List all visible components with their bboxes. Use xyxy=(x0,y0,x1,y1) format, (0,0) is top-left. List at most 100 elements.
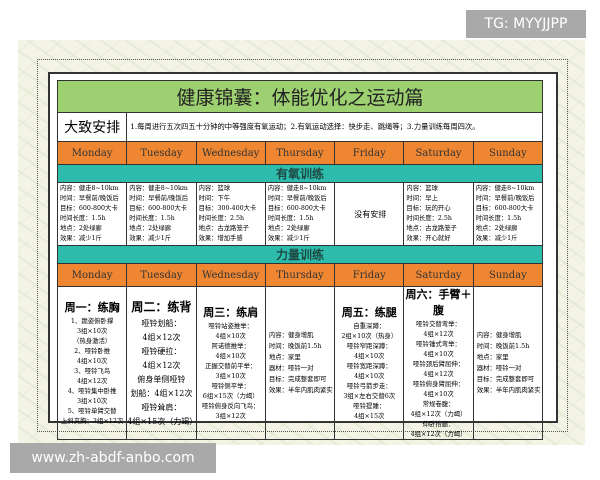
strength-line: 内容：健身增肌 xyxy=(268,331,314,339)
strength-cell-tuesday: 周二：练背哑铃划船： 4组×12次 哑铃硬拉： 4组×12次 俯身单侧哑铃 划船：4组×1… xyxy=(126,286,198,440)
strength-line: 哑铃交替弯举： xyxy=(416,320,461,328)
cardio-line: 效果：减少1斤 xyxy=(129,235,172,242)
exercise-schedule-table: 健康锦囊：体能优化之运动篇 大致安排 1.每周进行五次四五十分钟的中等强度有氧运… xyxy=(56,80,544,440)
cardio-line: 效果：开心就好 xyxy=(406,235,451,242)
strength-line: 哑铃弓箭步走： xyxy=(346,382,392,390)
strength-cell-wednesday: 周三：练肩哑铃站姿推举： 4组×10次 阿诺德推举： 4组×10次正握交替前平举： 3组… xyxy=(195,286,266,440)
cardio-line: 地点：古龙路笼子 xyxy=(198,225,249,232)
day-header-saturday: Saturday xyxy=(403,263,474,287)
day-header-tuesday: Tuesday xyxy=(126,263,197,287)
cardio-row: 内容：健走8~10km 时间：早餐前/晚饭后 目标：600-800大卡 时间长度：1.… xyxy=(56,182,544,246)
strength-heading: 周二：练背 xyxy=(131,300,192,314)
strength-line: 哑铃提踵： xyxy=(353,402,386,410)
strength-line: 6组×15次（力竭） xyxy=(202,392,259,400)
cardio-line: 内容：健走8~10km xyxy=(475,185,535,192)
strength-section-label: 力量训练 xyxy=(57,245,543,264)
strength-line: 划船：4组×12次 xyxy=(130,389,193,398)
strength-line: 哑铃俯身反向飞鸟： xyxy=(201,402,260,410)
cardio-line: 内容：篮球 xyxy=(406,185,438,192)
strength-line: 4组×12次 xyxy=(142,361,181,370)
strength-line: 2、哑铃卧推 xyxy=(74,347,111,355)
strength-line: 地点：家里 xyxy=(476,353,509,361)
cardio-cell-wednesday: 内容：篮球 时间：下午 目标：300-400大卡 时间长度：2.5h 地点：古龙路笼子效… xyxy=(195,182,266,246)
day-header-friday: Friday xyxy=(334,141,405,165)
strength-line: 3组×左右交替6次 xyxy=(343,392,396,400)
cardio-line: 时间：早上 xyxy=(406,195,438,202)
day-header-row-strength: Monday Tuesday Wednesday Thursday Friday Satu… xyxy=(56,263,544,287)
strength-line: 常规卷腹： xyxy=(422,400,455,408)
day-header-wednesday: Wednesday xyxy=(195,141,266,165)
cardio-cell-tuesday: 内容：健走8~10km 时间：早餐前/晚饭后 目标：600-800大卡 时间长度：1.… xyxy=(126,182,197,246)
strength-line: 4组×15次（力竭） xyxy=(127,417,198,426)
strength-line: 哑铃侧平举： xyxy=(211,382,250,390)
strength-line: 哑铃硬拉： xyxy=(141,347,182,356)
strength-line: 效果：半年内肌肉紧实 xyxy=(268,386,333,394)
cardio-section-label: 有氧训练 xyxy=(57,164,543,183)
strength-line: 4组×10次 xyxy=(354,372,385,380)
day-header-wednesday: Wednesday xyxy=(195,263,266,287)
strength-line: 4组×15次 xyxy=(354,412,385,420)
strength-line: 4组×12次 xyxy=(423,370,454,378)
strength-line: 器材：哑铃一对 xyxy=(476,364,522,372)
strength-line: 3、哑铃飞鸟 xyxy=(74,367,111,375)
cardio-line: 效果：增加手感 xyxy=(198,235,243,242)
cardio-line: 地点：2处绿廊 xyxy=(60,225,102,232)
strength-line: 正握交替前平举： xyxy=(205,362,257,370)
cardio-line: 内容：健走8~10km xyxy=(60,185,119,192)
strength-line: （热身激活） xyxy=(72,337,112,345)
cardio-line: 目标：300-400大卡 xyxy=(198,205,257,212)
strength-line: 4组×10次 xyxy=(215,352,246,360)
cardio-line: 没有安排 xyxy=(354,209,387,219)
strength-line: 哑铃划船： xyxy=(141,319,182,328)
cardio-line: 时间长度：1.5h xyxy=(475,215,522,222)
strength-line: 4、哑铃集中卧推 xyxy=(67,387,117,395)
strength-line: 内容：健身增肌 xyxy=(476,331,522,339)
strength-line: 阿诺德推举： xyxy=(211,342,250,350)
cardio-line: 目标：600-800大卡 xyxy=(129,205,187,212)
strength-line: 4组×10次 xyxy=(215,332,246,340)
day-header-sunday: Sunday xyxy=(472,141,544,165)
cardio-line: 目标：600-800大卡 xyxy=(267,205,326,212)
day-header-friday: Friday xyxy=(334,263,405,287)
summary-text: 1.每周进行五次四五十分钟的中等强度有氧运动；2.有氧运动选择：快步走、跳绳等；… xyxy=(126,112,543,142)
watermark-bottom: www.zh-abdf-anbo.com xyxy=(10,443,216,473)
strength-line: 3组×12次 xyxy=(215,412,246,420)
strength-line: 4组×10次 xyxy=(76,357,108,365)
strength-line: 4组×12次 xyxy=(142,333,181,342)
cardio-line: 时间：早餐前/晚饭后 xyxy=(267,195,327,202)
strength-line: 3组×10次 xyxy=(76,327,108,335)
strength-line: 4组×12次（力竭） xyxy=(410,410,467,418)
strength-heading: 周一：练胸 xyxy=(64,301,120,314)
strength-line: 时间：晚饭前1.5h xyxy=(476,342,530,350)
cardio-cell-thursday: 内容：健走8~10km 时间：早餐前/晚饭后 目标：600-800大卡 时间长度：1.… xyxy=(264,182,336,246)
cardio-cell-saturday: 内容：篮球 时间：早上 目标：玩的开心 时间长度：2.5h 地点：古龙路笼子 效果：开心就… xyxy=(403,182,474,246)
cardio-line: 效果：减少1斤 xyxy=(60,235,102,242)
cardio-line: 内容：健走8~10km xyxy=(267,185,327,192)
cardio-line: 时间长度：2.5h xyxy=(198,215,245,222)
strength-line: 哑铃站姿推举： xyxy=(208,322,254,330)
cardio-line: 时间长度：1.5h xyxy=(129,215,175,222)
strength-line: 地点：家里 xyxy=(268,353,301,361)
strength-line: 俯身单侧哑铃 xyxy=(137,375,186,384)
strength-row: 周一：练胸 1、跪姿俯卧撑 3组×10次 （热身激活） 2、哑铃卧推 4组×10次 3、哑铃… xyxy=(56,286,544,440)
cardio-line: 时间长度：1.5h xyxy=(60,215,106,222)
strength-line: 哑铃俯身臂屈伸： xyxy=(412,380,465,388)
cardio-line: 地点：古龙路笼子 xyxy=(406,225,457,232)
day-header-sunday: Sunday xyxy=(472,263,544,287)
day-header-saturday: Saturday xyxy=(403,141,474,165)
strength-line: 3组×10次 xyxy=(76,397,108,405)
cardio-cell-friday: 没有安排 xyxy=(334,182,405,246)
strength-line: 时间：晚饭前1.5h xyxy=(268,342,322,350)
strength-line: 仰卧抬腿： xyxy=(422,420,455,428)
strength-line: 器材：哑铃一对 xyxy=(268,364,314,372)
strength-line: 哑铃宽距深蹲： xyxy=(346,362,392,370)
strength-cell-sunday: 内容：健身增肌 时间：晚饭前1.5h 地点：家里 器材：哑铃一对 目标：完成整套即可 效果… xyxy=(472,286,544,440)
strength-cell-saturday: 周六：手臂＋腹 哑铃交替弯举： 4组×12次 哑铃锤式弯举： 4组×10次 哑铃颈后臂屈伸… xyxy=(403,286,474,440)
strength-line: 4组×12次 xyxy=(76,377,108,385)
day-header-thursday: Thursday xyxy=(264,263,336,287)
strength-heading: 周三：练肩 xyxy=(203,306,259,319)
strength-line: 哑铃锤式弯举： xyxy=(416,340,461,348)
strength-line: 4组×10次 xyxy=(354,352,385,360)
strength-line: 上斜夹胸：3组×12次 xyxy=(60,417,124,425)
strength-line: 效果：半年内肌肉紧实 xyxy=(476,386,541,394)
